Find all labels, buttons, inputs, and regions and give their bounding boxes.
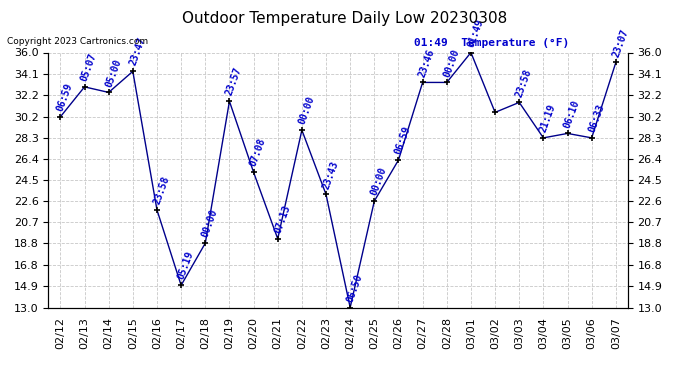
- Text: 00:00: 00:00: [297, 95, 316, 126]
- Text: 07:08: 07:08: [248, 137, 268, 168]
- Text: 23:47: 23:47: [128, 36, 147, 67]
- Text: 01:49  Temperature (°F): 01:49 Temperature (°F): [414, 38, 569, 48]
- Text: 05:19: 05:19: [176, 250, 195, 281]
- Text: 00:00: 00:00: [200, 208, 219, 239]
- Text: 01:49: 01:49: [466, 17, 485, 48]
- Text: 23:07: 23:07: [611, 27, 630, 58]
- Text: 06:59: 06:59: [393, 125, 413, 156]
- Text: 23:43: 23:43: [321, 159, 340, 190]
- Text: 05:00: 05:00: [104, 57, 123, 88]
- Text: 06:59: 06:59: [55, 82, 75, 112]
- Text: 23:57: 23:57: [224, 66, 244, 97]
- Text: 06:33: 06:33: [586, 103, 606, 134]
- Text: Copyright 2023 Cartronics.com: Copyright 2023 Cartronics.com: [7, 38, 148, 46]
- Text: 06:10: 06:10: [562, 98, 582, 129]
- Text: Outdoor Temperature Daily Low 20230308: Outdoor Temperature Daily Low 20230308: [182, 11, 508, 26]
- Text: 07:13: 07:13: [273, 204, 292, 235]
- Text: 21:19: 21:19: [538, 103, 558, 134]
- Text: 00:00: 00:00: [442, 47, 461, 78]
- Text: 23:46: 23:46: [417, 47, 437, 78]
- Text: 00:00: 00:00: [369, 166, 388, 197]
- Text: 05:07: 05:07: [79, 52, 99, 83]
- Text: 06:50: 06:50: [345, 272, 364, 303]
- Text: 23:58: 23:58: [152, 175, 171, 206]
- Text: 23:58: 23:58: [514, 67, 533, 98]
